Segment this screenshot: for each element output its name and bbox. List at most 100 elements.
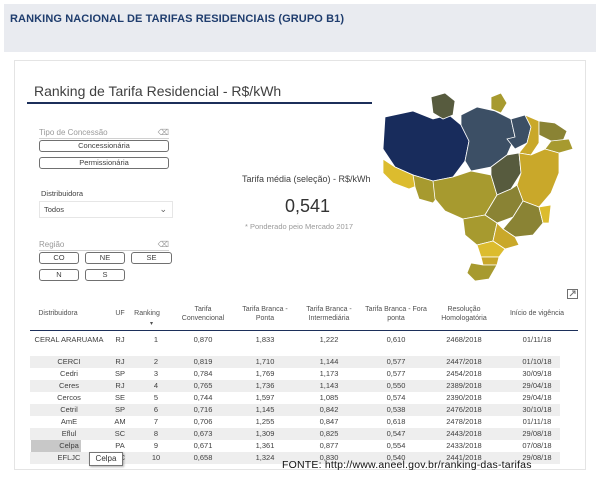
cell-ranking: 4: [153, 381, 159, 390]
map-region[interactable]: [484, 184, 524, 224]
cell-distribuidora: CERAL ARARUAMA: [34, 335, 104, 344]
map-region[interactable]: [382, 158, 420, 190]
column-header-branca-ponta[interactable]: Tarifa Branca - Ponta: [242, 306, 288, 322]
table-row[interactable]: Cercos SE 5 0,744 1,597 1,085 0,574 2390/2018 29…: [30, 392, 560, 404]
cell-resolucao: 2441/2018: [446, 453, 482, 462]
brazil-map[interactable]: [373, 89, 588, 284]
table-row[interactable]: Eflul SC 8 0,673 1,309 0,825 0,547 2443/2018 29/…: [30, 428, 560, 440]
permissionaria-button[interactable]: Permissionária: [39, 157, 169, 169]
cell-distribuidora: EFLJC: [57, 453, 81, 462]
map-region[interactable]: [476, 240, 506, 258]
cell-ranking: 8: [153, 429, 159, 438]
map-region[interactable]: [490, 152, 522, 196]
table-row[interactable]: CERCI RJ 2 0,819 1,710 1,144 0,577 2447/2018 01/…: [30, 356, 560, 368]
cell-ranking: 1: [153, 335, 159, 344]
cell-branca-ponta: 1,833: [255, 335, 275, 344]
table-row[interactable]: Cetril SP 6 0,716 1,145 0,842 0,538 2476/2018 30…: [30, 404, 560, 416]
regiao-se-button[interactable]: SE: [131, 252, 172, 264]
cell-tarifa-convencional: 0,673: [193, 429, 213, 438]
cell-tarifa-convencional: 0,819: [193, 357, 213, 366]
cell-ranking: 3: [153, 369, 159, 378]
table-header: Distribuidora UF Ranking Tarifa Convenci…: [30, 301, 578, 331]
cell-tarifa-convencional: 0,870: [193, 335, 213, 344]
concessionaria-button[interactable]: Concessionária: [39, 140, 169, 152]
cell-inicio-vigencia: 30/10/18: [522, 405, 552, 414]
cell-branca-ponta: 1,324: [255, 453, 275, 462]
map-region[interactable]: [538, 120, 568, 142]
table-row[interactable]: AmE AM 7 0,706 1,255 0,847 0,618 2478/2018 01/11…: [30, 416, 560, 428]
regiao-co-button[interactable]: CO: [39, 252, 79, 264]
cell-inicio-vigencia: 01/10/18: [522, 357, 552, 366]
kpi-caption: Tarifa média (seleção) - R$/kWh: [242, 174, 371, 184]
cell-distribuidora: Eflul: [61, 429, 77, 438]
cell-branca-fora-ponta: 0,610: [386, 335, 406, 344]
map-region[interactable]: [538, 204, 552, 224]
map-region[interactable]: [516, 148, 560, 208]
sort-desc-icon: ▾: [150, 321, 154, 327]
cell-tarifa-convencional: 0,784: [193, 369, 213, 378]
cell-branca-intermediaria: 1,222: [319, 335, 339, 344]
ranking-table: Distribuidora UF Ranking Tarifa Convenci…: [30, 301, 578, 469]
header-band: RANKING NACIONAL DE TARIFAS RESIDENCIAIS…: [4, 4, 596, 52]
map-region[interactable]: [544, 138, 574, 154]
column-header-resolucao[interactable]: Resolução Homologatória: [441, 306, 487, 322]
column-header-inicio-vigencia[interactable]: Início de vigência: [509, 310, 565, 317]
cell-resolucao: 2476/2018: [446, 405, 482, 414]
column-header-uf[interactable]: UF: [115, 310, 125, 317]
cell-branca-intermediaria: 1,085: [319, 393, 339, 402]
cell-branca-fora-ponta: 0,574: [386, 393, 406, 402]
cell-distribuidora: Ceres: [58, 381, 79, 390]
cell-tarifa-convencional: 0,765: [193, 381, 213, 390]
cell-ranking: 9: [153, 441, 159, 450]
eraser-icon[interactable]: ⌫: [157, 240, 169, 249]
cell-uf: RJ: [115, 381, 125, 390]
cell-tarifa-convencional: 0,658: [193, 453, 213, 462]
column-header-ranking[interactable]: Ranking: [134, 310, 160, 317]
cell-ranking: 2: [153, 357, 159, 366]
regiao-n-button[interactable]: N: [39, 269, 79, 281]
eraser-icon[interactable]: ⌫: [157, 128, 169, 137]
cell-inicio-vigencia: 07/08/18: [522, 441, 552, 450]
regiao-s-button[interactable]: S: [85, 269, 125, 281]
cell-tarifa-convencional: 0,706: [193, 417, 213, 426]
cell-branca-intermediaria: 0,847: [319, 417, 339, 426]
table-row[interactable]: Cedri SP 3 0,784 1,769 1,173 0,577 2454/2018 30/…: [30, 368, 560, 380]
cell-tarifa-convencional: 0,716: [193, 405, 213, 414]
cell-branca-ponta: 1,769: [255, 369, 275, 378]
cell-uf: AM: [114, 417, 126, 426]
expand-icon[interactable]: [567, 289, 578, 299]
cell-uf: SE: [114, 393, 125, 402]
table-row[interactable]: CERAL ARARUAMA RJ 1 0,870 1,833 1,222 0,610 246…: [30, 334, 560, 356]
column-header-branca-intermediaria[interactable]: Tarifa Branca - Intermediária: [306, 306, 352, 322]
map-region[interactable]: [462, 214, 498, 246]
cell-branca-fora-ponta: 0,547: [386, 429, 406, 438]
table-row[interactable]: Celpa PA 9 0,671 1,361 0,877 0,554 2433/2018 07/…: [30, 440, 560, 452]
cell-inicio-vigencia: 01/11/18: [522, 417, 552, 426]
column-header-branca-fora-ponta[interactable]: Tarifa Branca - Fora ponta: [365, 306, 427, 322]
cell-branca-fora-ponta: 0,577: [386, 357, 406, 366]
cell-resolucao: 2390/2018: [446, 393, 482, 402]
regiao-ne-button[interactable]: NE: [85, 252, 125, 264]
column-header-distribuidora[interactable]: Distribuidora: [38, 310, 78, 317]
cell-branca-fora-ponta: 0,538: [386, 405, 406, 414]
cell-distribuidora: AmE: [60, 417, 78, 426]
column-header-tarifa-convencional[interactable]: Tarifa Convencional: [181, 306, 225, 322]
cell-distribuidora: Cetril: [60, 405, 78, 414]
map-region[interactable]: [466, 262, 498, 282]
report-canvas: Ranking de Tarifa Residencial - R$/kWh T…: [14, 60, 586, 470]
cell-uf: SP: [114, 405, 125, 414]
regiao-label: Região: [39, 240, 65, 249]
map-region[interactable]: [480, 256, 500, 266]
cell-branca-fora-ponta: 0,540: [386, 453, 406, 462]
distribuidora-label: Distribuidora: [41, 189, 84, 198]
map-region[interactable]: [490, 92, 508, 114]
map-region[interactable]: [430, 92, 456, 120]
cell-distribuidora: Cercos: [57, 393, 81, 402]
cell-branca-intermediaria: 1,173: [319, 369, 339, 378]
cell-resolucao: 2454/2018: [446, 369, 482, 378]
distribuidora-dropdown[interactable]: Todos ⌄: [39, 201, 173, 218]
cell-inicio-vigencia: 29/04/18: [522, 381, 552, 390]
cell-tarifa-convencional: 0,671: [193, 441, 213, 450]
table-row[interactable]: Ceres RJ 4 0,765 1,736 1,143 0,550 2389/2018 29/…: [30, 380, 560, 392]
cell-uf: SC: [114, 429, 126, 438]
